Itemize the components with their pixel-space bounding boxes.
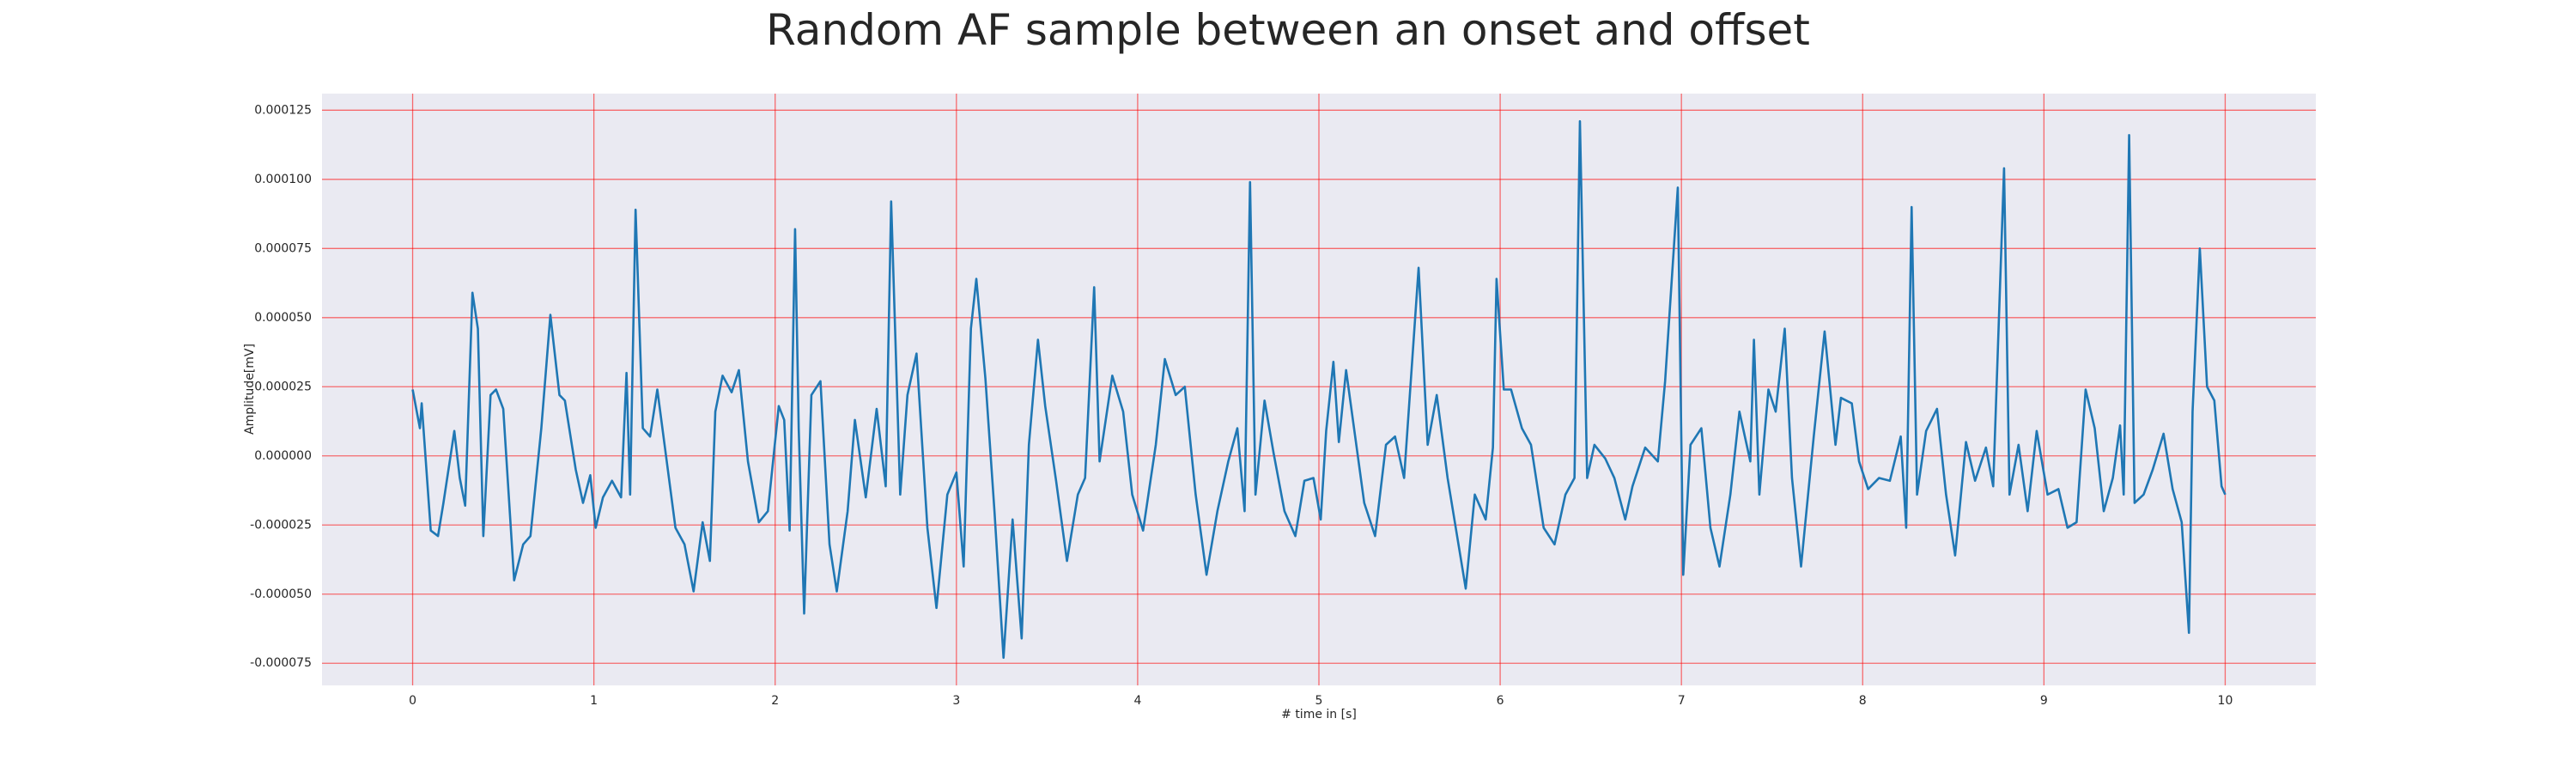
x-tick-label: 4 [1133,694,1141,708]
x-tick-label: 7 [1678,694,1686,708]
x-tick-label: 10 [2218,694,2233,708]
x-axis-label: # time in [s] [1281,708,1357,721]
y-tick-label: 0.000100 [254,173,312,186]
x-tick-label: 3 [952,694,960,708]
x-tick-label: 8 [1859,694,1867,708]
x-tick-label: 0 [409,694,416,708]
y-tick-label: 0.000050 [254,311,312,325]
y-tick-label: 0.000025 [254,380,312,393]
x-tick-label: 9 [2040,694,2048,708]
x-tick-label: 6 [1497,694,1504,708]
y-tick-label: 0.000075 [254,241,312,255]
y-tick-label: 0.000125 [254,103,312,117]
y-axis-label: Amplitude[mV] [243,344,257,435]
y-tick-label: -0.000075 [250,656,312,670]
x-tick-label: 1 [590,694,598,708]
x-tick-label: 2 [771,694,779,708]
signal-line [411,119,2227,660]
x-tick-label: 5 [1315,694,1323,708]
y-tick-label: -0.000050 [250,587,312,601]
y-tick-label: -0.000025 [250,518,312,532]
chart-title: Random AF sample between an onset and of… [766,5,1810,55]
y-tick-label: 0.000000 [254,449,312,463]
